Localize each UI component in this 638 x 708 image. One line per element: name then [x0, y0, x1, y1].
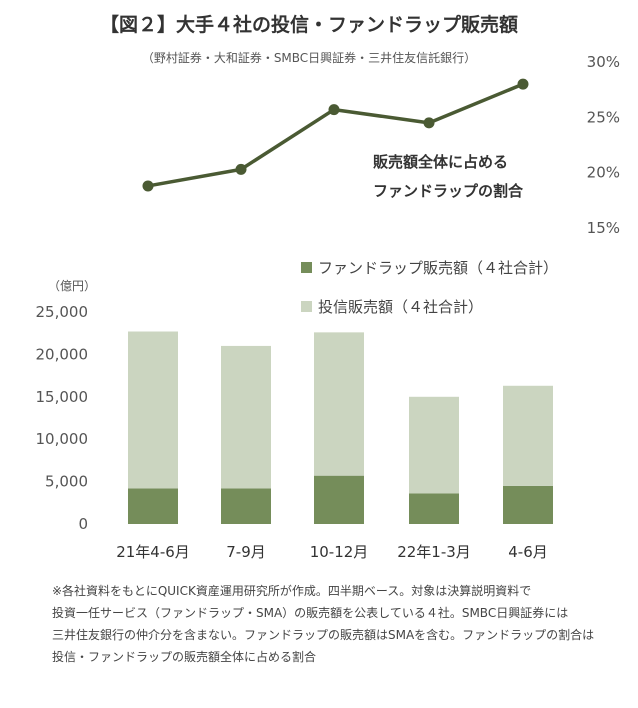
ratio-point: [235, 163, 247, 175]
x-tick-label: 4-6月: [508, 543, 548, 561]
bar-legend: ファンドラップ販売額（４社合計） 投信販売額（４社合計）: [301, 259, 558, 316]
x-tick-label: 22年1-3月: [397, 543, 471, 561]
legend-label: ファンドラップ販売額（４社合計）: [318, 259, 558, 277]
bar-toshin: [503, 385, 553, 486]
footnote-line: 投資一任サービス（ファンドラップ・SMA）の販売額を公表している４社。SMBC日…: [52, 606, 569, 620]
right-tick-label: 15%: [587, 219, 620, 237]
y-tick-label: 0: [78, 515, 88, 533]
stacked-bar-chart: [128, 331, 553, 524]
ratio-point: [328, 104, 340, 116]
bar-fundwrap: [128, 488, 178, 524]
ratio-point: [517, 78, 529, 90]
x-axis: 21年4-6月 7-9月 10-12月 22年1-3月 4-6月: [116, 543, 548, 561]
right-tick-label: 25%: [587, 108, 620, 126]
y-tick-label: 10,000: [36, 430, 89, 448]
right-tick-label: 20%: [587, 164, 620, 182]
annotation-line: ファンドラップの割合: [373, 182, 524, 200]
footnote-line: ※各社資料をもとにQUICK資産運用研究所が作成。四半期ベース。対象は決算説明資…: [52, 584, 532, 598]
bar-toshin: [314, 332, 364, 476]
bar-fundwrap: [221, 488, 271, 524]
bar-fundwrap: [409, 493, 459, 524]
annotation-line: 販売額全体に占める: [373, 153, 508, 171]
legend-label: 投信販売額（４社合計）: [318, 298, 483, 316]
ratio-point: [423, 117, 435, 129]
bar-fundwrap: [503, 485, 553, 524]
ratio-point: [142, 180, 154, 192]
bar-toshin: [221, 345, 271, 489]
bar-y-axis: 25,000 20,000 15,000 10,000 5,000 0 （億円）: [36, 279, 97, 533]
y-axis-unit: （億円）: [48, 279, 96, 293]
chart-title: 【図２】大手４社の投信・ファンドラップ販売額: [99, 14, 518, 36]
ratio-line-chart: [142, 78, 529, 192]
x-tick-label: 10-12月: [310, 543, 369, 561]
right-tick-label: 30%: [587, 53, 620, 71]
bar-toshin: [409, 396, 459, 494]
legend-swatch: [301, 262, 312, 273]
y-tick-label: 25,000: [36, 303, 89, 321]
chart-subtitle: （野村証券・大和証券・SMBC日興証券・三井住友信託銀行）: [141, 51, 477, 65]
x-tick-label: 21年4-6月: [116, 543, 190, 561]
y-tick-label: 5,000: [45, 473, 88, 491]
footnote-line: 三井住友銀行の仲介分を含まない。ファンドラップの販売額はSMAを含む。ファンドラ…: [52, 628, 595, 642]
y-tick-label: 15,000: [36, 388, 89, 406]
line-y-axis: 30% 25% 20% 15%: [587, 53, 620, 237]
bar-fundwrap: [314, 475, 364, 524]
y-tick-label: 20,000: [36, 345, 89, 363]
legend-swatch: [301, 301, 312, 312]
footnote: ※各社資料をもとにQUICK資産運用研究所が作成。四半期ベース。対象は決算説明資…: [52, 580, 612, 668]
x-tick-label: 7-9月: [226, 543, 266, 561]
footnote-line: 投信・ファンドラップの販売額全体に占める割合: [52, 650, 317, 664]
bar-toshin: [128, 331, 178, 489]
